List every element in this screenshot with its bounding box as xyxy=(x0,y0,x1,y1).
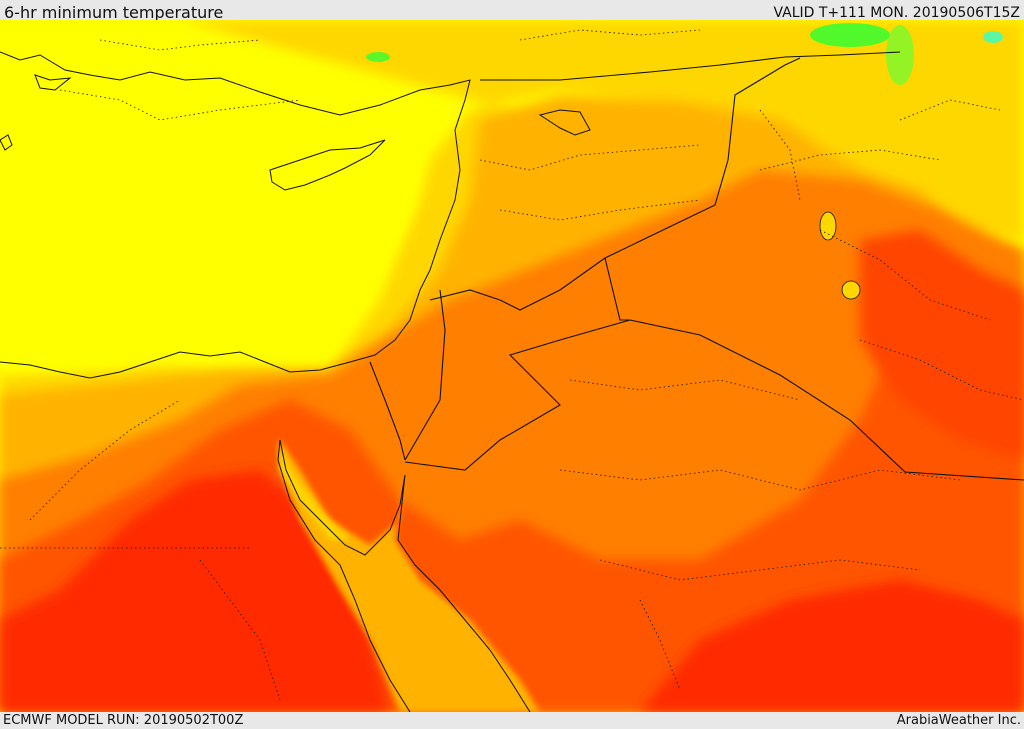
field-green-spot xyxy=(983,31,1003,43)
field-green-spot xyxy=(810,23,890,47)
map-title: 6-hr minimum temperature xyxy=(4,3,224,22)
province-borders xyxy=(0,29,1024,701)
map-header: 6-hr minimum temperature VALID T+111 MON… xyxy=(0,0,1024,22)
field-red xyxy=(0,470,390,712)
field-red-sea xyxy=(280,440,540,712)
coastlines xyxy=(0,51,591,712)
credit-label: ArabiaWeather Inc. xyxy=(896,713,1021,728)
country-borders xyxy=(369,51,1024,481)
valid-time: VALID T+111 MON. 20190506T15Z xyxy=(773,5,1020,21)
field-green-spot xyxy=(886,25,914,85)
field-med-sea xyxy=(0,70,420,375)
lake-razazza xyxy=(841,280,861,300)
field-red-east xyxy=(640,580,1024,712)
temperature-map[interactable] xyxy=(0,20,1024,712)
field-green-spot xyxy=(366,52,390,62)
model-run: ECMWF MODEL RUN: 20190502T00Z xyxy=(3,713,244,728)
lake-tharthar xyxy=(819,211,837,241)
field-red-iraq xyxy=(860,230,1024,460)
map-footer: ECMWF MODEL RUN: 20190502T00Z ArabiaWeat… xyxy=(0,712,1024,729)
